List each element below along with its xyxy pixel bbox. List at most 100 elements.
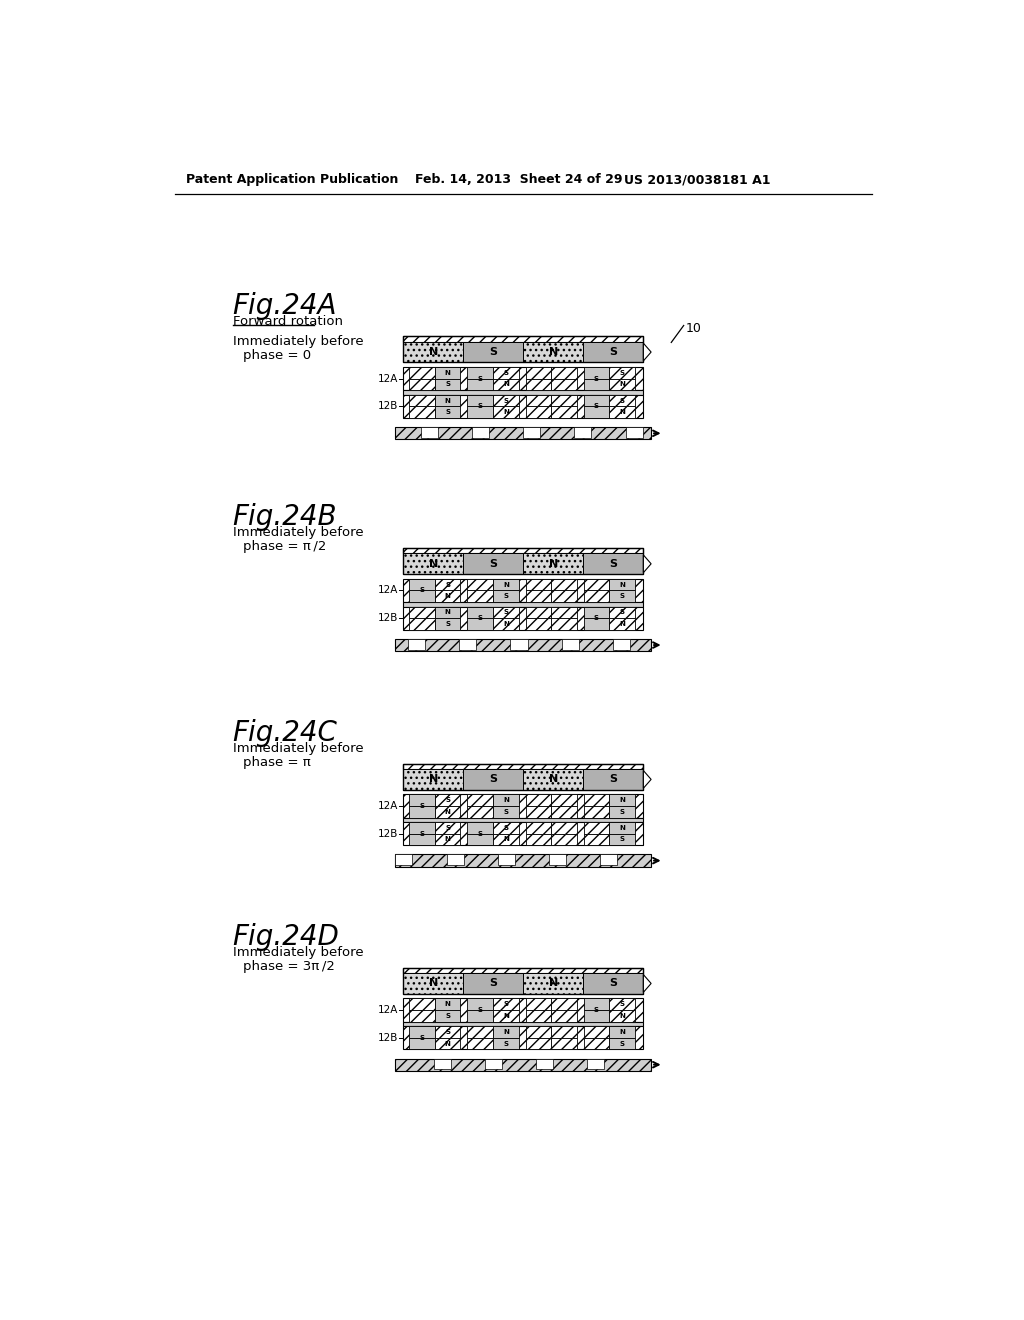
Bar [525, 1026, 551, 1038]
Bar [467, 607, 493, 618]
Text: S: S [489, 775, 498, 784]
Bar [493, 590, 518, 602]
Bar [403, 817, 643, 822]
Bar [395, 428, 651, 440]
Bar [435, 795, 461, 807]
Bar [435, 579, 461, 590]
Bar [409, 639, 425, 649]
Bar [551, 807, 577, 817]
Bar [525, 607, 551, 618]
Text: N: N [620, 409, 625, 414]
Text: S: S [420, 587, 425, 594]
Bar [493, 579, 518, 590]
Text: S: S [620, 370, 625, 376]
Bar [434, 1059, 451, 1069]
Text: S: S [594, 1007, 599, 1012]
Text: phase = π /2: phase = π /2 [244, 540, 327, 553]
Bar [435, 407, 461, 418]
Bar [435, 1010, 461, 1022]
Bar [403, 342, 463, 363]
Bar [584, 834, 609, 845]
Text: S: S [445, 620, 451, 627]
Text: S: S [609, 558, 617, 569]
Bar [493, 822, 518, 834]
Bar [493, 367, 518, 379]
Bar [523, 428, 541, 438]
Text: N: N [444, 397, 451, 404]
Bar [600, 854, 617, 866]
Polygon shape [643, 554, 651, 573]
Text: S: S [445, 797, 451, 803]
Text: S: S [620, 593, 625, 599]
Bar [403, 337, 643, 342]
Bar [551, 579, 577, 590]
Text: Immediately before: Immediately before [232, 527, 364, 540]
Text: Immediately before: Immediately before [232, 946, 364, 960]
Bar [467, 618, 493, 630]
Bar [403, 337, 643, 363]
Bar [463, 342, 523, 363]
Text: N: N [549, 775, 558, 784]
Bar [493, 379, 518, 391]
Bar [609, 1038, 635, 1049]
Bar [467, 367, 493, 379]
Text: N: N [620, 620, 625, 627]
Bar [609, 807, 635, 817]
Bar [467, 795, 493, 807]
Text: N: N [620, 797, 625, 803]
Bar [587, 1059, 604, 1069]
Bar [551, 1038, 577, 1049]
Bar [410, 1010, 435, 1022]
Bar [525, 795, 551, 807]
Bar [493, 618, 518, 630]
Bar [584, 1038, 609, 1049]
Bar [403, 998, 643, 1022]
Bar [584, 395, 609, 407]
Bar [467, 590, 493, 602]
Text: S: S [620, 397, 625, 404]
Bar [551, 1010, 577, 1022]
Bar [410, 1038, 435, 1049]
Bar [551, 795, 577, 807]
Text: S: S [478, 376, 482, 381]
Bar [410, 1026, 435, 1038]
Bar [467, 379, 493, 391]
Bar [463, 553, 523, 574]
Bar [467, 395, 493, 407]
Bar [584, 379, 609, 391]
Text: N: N [620, 1030, 625, 1035]
Text: N: N [503, 620, 509, 627]
Bar [403, 1026, 643, 1049]
Text: Fig.24B: Fig.24B [232, 503, 337, 532]
Text: 12A: 12A [378, 585, 398, 595]
Bar [410, 395, 435, 407]
Bar [435, 379, 461, 391]
Bar [435, 998, 461, 1010]
Text: S: S [489, 978, 498, 989]
Bar [403, 968, 643, 994]
Bar [609, 407, 635, 418]
Bar [467, 1010, 493, 1022]
Text: 12A: 12A [378, 801, 398, 810]
Bar [467, 998, 493, 1010]
Text: S: S [609, 978, 617, 989]
Text: N: N [428, 558, 438, 569]
Text: N: N [620, 825, 625, 830]
Text: S: S [478, 830, 482, 837]
Bar [525, 590, 551, 602]
Bar [467, 1038, 493, 1049]
Text: S: S [594, 615, 599, 622]
Bar [525, 395, 551, 407]
Text: N: N [549, 978, 558, 989]
Bar [403, 763, 643, 770]
Text: S: S [445, 381, 451, 387]
Bar [435, 822, 461, 834]
Text: Fig.24D: Fig.24D [232, 923, 340, 950]
Bar [525, 834, 551, 845]
Bar [435, 590, 461, 602]
Text: S: S [445, 825, 451, 830]
Bar [551, 379, 577, 391]
Text: Immediately before: Immediately before [232, 742, 364, 755]
Bar [525, 367, 551, 379]
Bar [609, 618, 635, 630]
